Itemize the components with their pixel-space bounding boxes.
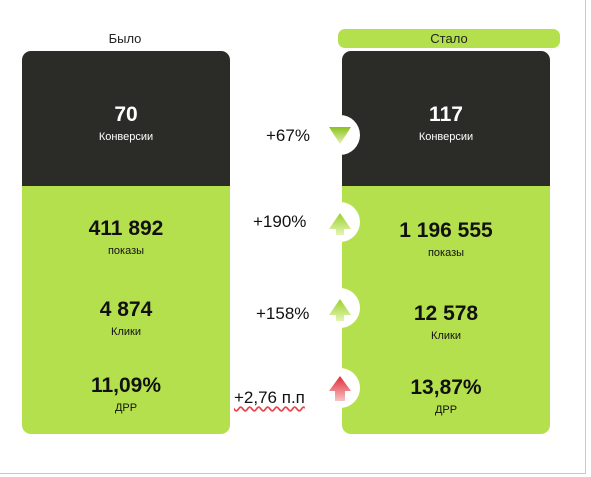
before-conversions-panel: 70 Конверсии <box>22 51 230 186</box>
after-impressions-label: показы <box>427 247 465 259</box>
after-clicks: 12 578 Клики <box>342 301 550 343</box>
drr-change-badge <box>320 368 360 408</box>
before-drr-label: ДРР <box>114 402 138 414</box>
after-card: 117 Конверсии 1 196 555 показы 12 578 Кл… <box>342 51 550 434</box>
before-drr: 11,09% ДРР <box>22 373 230 415</box>
before-metrics-panel: 411 892 показы 4 874 Клики 11,09% ДРР <box>22 186 230 434</box>
after-impressions: 1 196 555 показы <box>342 218 550 260</box>
frame-border-right <box>585 0 586 474</box>
after-header: Стало <box>338 29 560 48</box>
before-header: Было <box>108 31 142 46</box>
arrow-up-red-icon <box>329 376 351 401</box>
after-drr-label: ДРР <box>434 404 458 416</box>
before-conversions-label: Конверсии <box>98 131 154 143</box>
after-conversions-panel: 117 Конверсии <box>342 51 550 186</box>
impressions-change-badge <box>320 202 360 242</box>
before-impressions-label: показы <box>107 245 145 257</box>
after-conversions: 117 Конверсии <box>342 102 550 144</box>
conversions-change-badge <box>320 115 360 155</box>
frame-border-bottom <box>0 473 586 474</box>
drr-change-text: +2,76 п.п <box>234 388 305 407</box>
after-clicks-label: Клики <box>431 330 461 342</box>
after-conversions-label: Конверсии <box>418 131 474 143</box>
after-drr: 13,87% ДРР <box>342 375 550 417</box>
before-drr-value: 11,09% <box>90 374 162 397</box>
before-impressions: 411 892 показы <box>22 216 230 258</box>
after-clicks-value: 12 578 <box>413 302 479 325</box>
before-clicks-label: Клики <box>111 326 141 338</box>
clicks-change-badge <box>320 288 360 328</box>
before-impressions-value: 411 892 <box>88 217 164 240</box>
after-conversions-value: 117 <box>429 103 463 126</box>
before-conversions-value: 70 <box>114 103 138 126</box>
before-card: 70 Конверсии 411 892 показы 4 874 Клики … <box>22 51 230 434</box>
before-clicks-value: 4 874 <box>99 298 153 321</box>
arrow-up-icon <box>329 213 351 235</box>
drr-change: +2,76 п.п <box>234 388 305 408</box>
arrow-down-icon <box>329 127 351 144</box>
before-conversions: 70 Конверсии <box>22 102 230 144</box>
clicks-change: +158% <box>256 304 310 323</box>
conversions-change: +67% <box>266 126 310 145</box>
after-metrics-panel: 1 196 555 показы 12 578 Клики 13,87% ДРР <box>342 186 550 434</box>
after-impressions-value: 1 196 555 <box>399 219 493 242</box>
after-drr-value: 13,87% <box>410 376 482 399</box>
before-clicks: 4 874 Клики <box>22 297 230 339</box>
impressions-change: +190% <box>253 212 307 231</box>
arrow-up-icon <box>329 299 351 321</box>
